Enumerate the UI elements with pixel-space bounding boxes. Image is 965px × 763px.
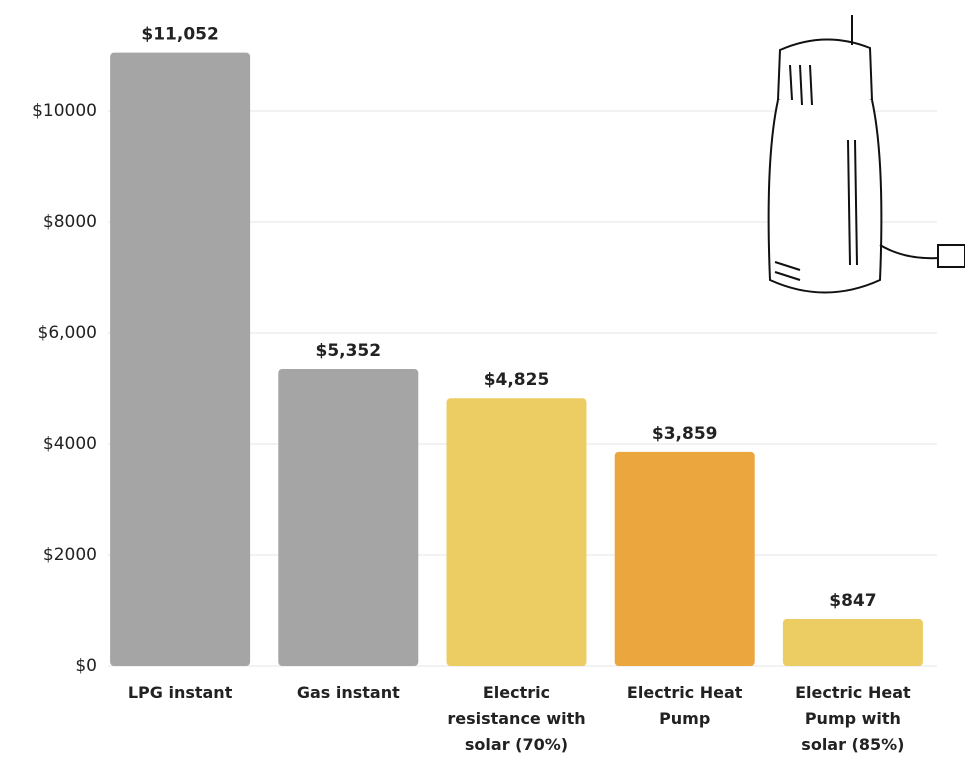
x-tick-label: Gas instant [296,683,400,702]
y-tick-label: $2000 [43,545,97,565]
data-label: $11,052 [141,25,218,45]
bar [446,398,587,666]
bar [614,451,755,666]
data-label: $4,825 [484,370,550,390]
bar [782,618,923,666]
y-tick-label: $8000 [43,212,97,232]
bar [278,368,419,666]
data-label: $847 [829,591,876,611]
x-tick-label: Electric Heat Pump [626,683,743,728]
x-tick-label: Electric Heat Pump with solar (85%) [795,683,911,754]
y-tick-label: $10000 [32,101,97,121]
data-label: $3,859 [652,424,718,444]
bars: $11,052 $5,352 $4,825 $3,859 $847 [110,25,923,666]
y-tick-label: $4000 [43,434,97,454]
x-tick-label: LPG instant [127,683,233,702]
water-heater-illustration [767,15,965,294]
y-tick-label: $6,000 [38,323,97,343]
data-label: $5,352 [315,341,381,361]
bar [110,52,251,666]
x-tick-label: Electric resistance with solar (70%) [447,683,586,754]
y-tick-label: $0 [75,656,97,676]
